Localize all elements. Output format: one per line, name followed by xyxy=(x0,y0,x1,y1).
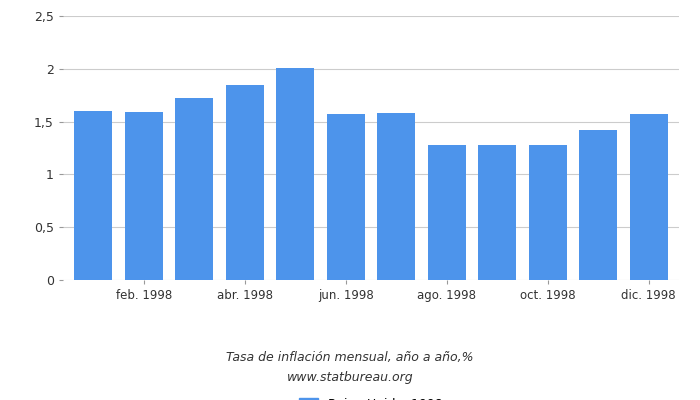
Bar xyxy=(478,145,516,280)
Bar xyxy=(276,68,314,280)
Legend: Reino Unido, 1998: Reino Unido, 1998 xyxy=(300,398,442,400)
Text: Tasa de inflación mensual, año a año,%: Tasa de inflación mensual, año a año,% xyxy=(226,352,474,364)
Bar xyxy=(74,111,112,280)
Text: www.statbureau.org: www.statbureau.org xyxy=(287,372,413,384)
Bar xyxy=(327,114,365,280)
Bar xyxy=(125,112,162,280)
Bar xyxy=(630,114,668,280)
Bar xyxy=(175,98,214,280)
Bar xyxy=(377,113,415,280)
Bar xyxy=(528,145,567,280)
Bar xyxy=(580,130,617,280)
Bar xyxy=(428,145,466,280)
Bar xyxy=(226,85,264,280)
